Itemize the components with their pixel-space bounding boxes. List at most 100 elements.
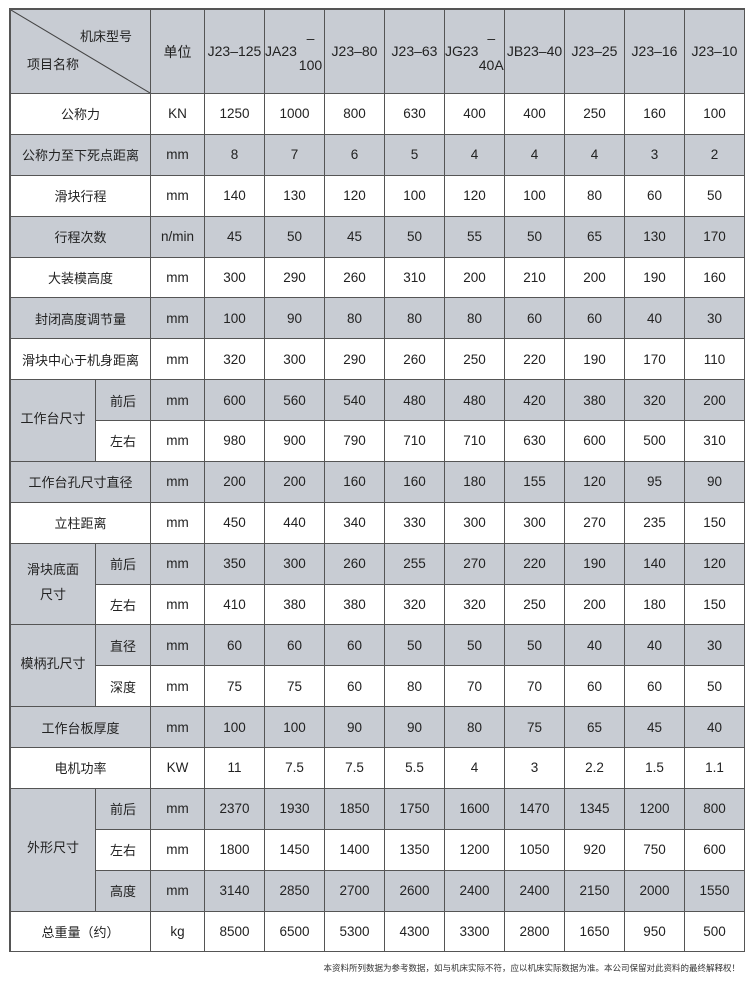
value-cell: 2850 bbox=[265, 870, 325, 912]
value-cell: 320 bbox=[385, 584, 445, 626]
value-cell: 100 bbox=[205, 707, 265, 748]
value-cell: 170 bbox=[625, 339, 685, 381]
unit-cell: mm bbox=[151, 584, 205, 626]
value-cell: 90 bbox=[325, 707, 385, 748]
value-cell: 200 bbox=[565, 257, 625, 299]
spec-table: 机床型号 项目名称 单位 J23 –125 JA23 –100 J23 –80 J23 –63… bbox=[9, 8, 745, 953]
value-cell: 800 bbox=[685, 788, 745, 830]
value-cell: 80 bbox=[565, 175, 625, 217]
value-cell: 8 bbox=[205, 134, 265, 176]
value-cell: 980 bbox=[205, 421, 265, 462]
value-cell: 160 bbox=[325, 461, 385, 503]
value-cell: 235 bbox=[625, 502, 685, 544]
unit-cell: mm bbox=[151, 339, 205, 381]
value-cell: 90 bbox=[265, 298, 325, 340]
row-sublabel: 深度 bbox=[96, 666, 151, 708]
model-series: J23 bbox=[691, 43, 715, 60]
value-cell: 7.5 bbox=[265, 748, 325, 789]
unit-cell: mm bbox=[151, 298, 205, 340]
value-cell: 2150 bbox=[565, 870, 625, 912]
value-cell: 220 bbox=[505, 543, 565, 585]
value-cell: 1200 bbox=[445, 829, 505, 871]
value-cell: 80 bbox=[385, 298, 445, 340]
value-cell: 410 bbox=[205, 584, 265, 626]
value-cell: 4 bbox=[445, 134, 505, 176]
value-cell: 90 bbox=[685, 461, 745, 503]
value-cell: 80 bbox=[385, 666, 445, 708]
value-cell: 920 bbox=[565, 829, 625, 871]
unit-cell: mm bbox=[151, 829, 205, 871]
row-sublabel: 左右 bbox=[96, 421, 151, 462]
value-cell: 790 bbox=[325, 421, 385, 462]
value-cell: 5.5 bbox=[385, 748, 445, 789]
value-cell: 50 bbox=[385, 216, 445, 258]
value-cell: 45 bbox=[205, 216, 265, 258]
item-label: 项目名称 bbox=[27, 58, 80, 73]
unit-cell: n/min bbox=[151, 216, 205, 258]
row-label: 总重量（约） bbox=[11, 911, 151, 953]
row-sublabel: 高度 bbox=[96, 870, 151, 912]
value-cell: 320 bbox=[205, 339, 265, 381]
row-sublabel: 前后 bbox=[96, 788, 151, 830]
value-cell: 2600 bbox=[385, 870, 445, 912]
value-cell: 300 bbox=[505, 502, 565, 544]
value-cell: 100 bbox=[265, 707, 325, 748]
value-cell: 1250 bbox=[205, 94, 265, 135]
value-cell: 200 bbox=[265, 461, 325, 503]
value-cell: 120 bbox=[565, 461, 625, 503]
value-cell: 1750 bbox=[385, 788, 445, 830]
model-series: J23 bbox=[571, 43, 595, 60]
value-cell: 140 bbox=[625, 543, 685, 585]
value-cell: 2.2 bbox=[565, 748, 625, 789]
value-cell: 1600 bbox=[445, 788, 505, 830]
value-cell: 3 bbox=[505, 748, 565, 789]
value-cell: 65 bbox=[565, 707, 625, 748]
model-size: –63 bbox=[414, 43, 438, 60]
value-cell: 50 bbox=[505, 625, 565, 667]
value-cell: 260 bbox=[325, 257, 385, 299]
value-cell: 900 bbox=[265, 421, 325, 462]
value-cell: 400 bbox=[445, 94, 505, 135]
model-size: –25 bbox=[594, 43, 618, 60]
value-cell: 4 bbox=[505, 134, 565, 176]
row-sublabel: 前后 bbox=[96, 543, 151, 585]
value-cell: 3 bbox=[625, 134, 685, 176]
value-cell: 60 bbox=[325, 625, 385, 667]
row-sublabel: 前后 bbox=[96, 380, 151, 421]
value-cell: 60 bbox=[265, 625, 325, 667]
value-cell: 6500 bbox=[265, 911, 325, 953]
model-series: J23 bbox=[331, 43, 355, 60]
model-series: J23 bbox=[207, 43, 231, 60]
row-label: 公称力至下死点距离 bbox=[11, 134, 151, 176]
row-label: 立柱距离 bbox=[11, 502, 151, 544]
unit-cell: KW bbox=[151, 748, 205, 789]
unit-cell: mm bbox=[151, 543, 205, 585]
value-cell: 65 bbox=[565, 216, 625, 258]
value-cell: 50 bbox=[385, 625, 445, 667]
value-cell: 300 bbox=[205, 257, 265, 299]
value-cell: 5300 bbox=[325, 911, 385, 953]
value-cell: 340 bbox=[325, 502, 385, 544]
value-cell: 60 bbox=[625, 666, 685, 708]
value-cell: 75 bbox=[205, 666, 265, 708]
value-cell: 1400 bbox=[325, 829, 385, 871]
value-cell: 100 bbox=[505, 175, 565, 217]
value-cell: 1345 bbox=[565, 788, 625, 830]
value-cell: 170 bbox=[685, 216, 745, 258]
value-cell: 75 bbox=[265, 666, 325, 708]
unit-cell: mm bbox=[151, 134, 205, 176]
value-cell: 60 bbox=[625, 175, 685, 217]
value-cell: 1550 bbox=[685, 870, 745, 912]
value-cell: 40 bbox=[685, 707, 745, 748]
value-cell: 1200 bbox=[625, 788, 685, 830]
value-cell: 95 bbox=[625, 461, 685, 503]
value-cell: 160 bbox=[625, 94, 685, 135]
value-cell: 540 bbox=[325, 380, 385, 421]
value-cell: 350 bbox=[205, 543, 265, 585]
value-cell: 70 bbox=[505, 666, 565, 708]
model-size: –100 bbox=[298, 29, 323, 73]
value-cell: 1.1 bbox=[685, 748, 745, 789]
value-cell: 160 bbox=[685, 257, 745, 299]
row-group-label: 工作台尺寸 bbox=[11, 380, 96, 462]
model-series: JA23 bbox=[265, 43, 297, 60]
